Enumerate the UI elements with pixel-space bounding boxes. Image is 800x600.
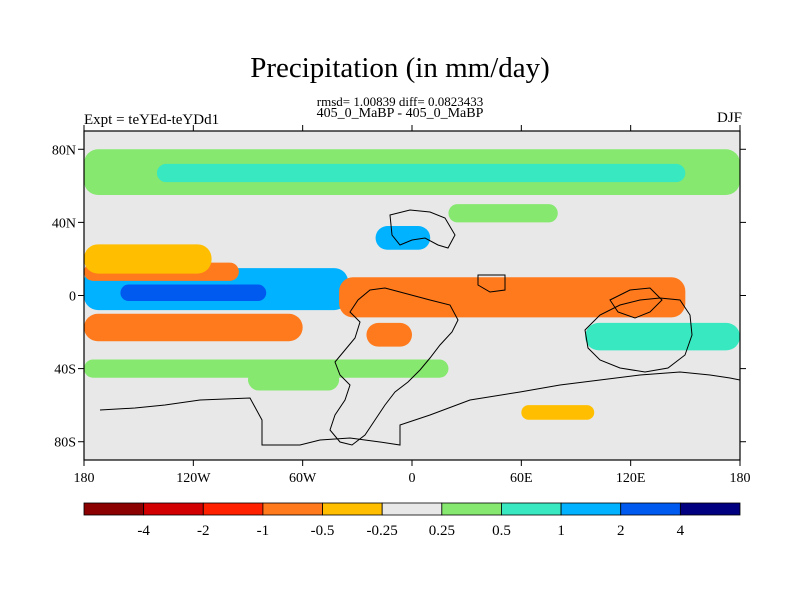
coastline-europe-africa [389, 209, 456, 249]
precip-anomaly-region-6 [339, 277, 686, 318]
precip-anomaly-region-12 [521, 405, 595, 420]
colorbar-label-4: -0.25 [367, 523, 398, 539]
coastline-layer [99, 209, 740, 446]
axis-ticks: 180 120W 60W 0 60E 120E 180 80N 40N 0 40S 80S [52, 125, 751, 486]
colorbar-swatch-6 [441, 502, 502, 516]
colorbar-swatch-10 [679, 502, 741, 516]
coastline-north-pacific-islands [609, 287, 663, 319]
precip-anomaly-region-7 [84, 244, 212, 274]
colorbar-swatch-9 [620, 502, 681, 516]
colorbar-swatch-5 [381, 502, 443, 516]
y-tick-label-2: 0 [69, 290, 76, 305]
x-tick-label-6: 180 [730, 471, 751, 486]
precip-anomaly-region-11 [366, 322, 412, 347]
x-tick-label-3: 0 [409, 471, 416, 486]
colorbar-label-9: 4 [677, 523, 685, 539]
x-tick-label-4: 60E [510, 471, 533, 486]
precip-anomaly-region-3 [120, 284, 267, 301]
colorbar-label-2: -1 [257, 523, 270, 539]
x-tick-label-0: 180 [74, 471, 95, 486]
colorbar-label-8: 2 [617, 523, 625, 539]
precip-anomaly-region-5 [84, 313, 303, 342]
y-tick-label-0: 80N [52, 143, 76, 158]
precip-anomaly-region-13 [448, 204, 558, 223]
precip-anomaly-region-9 [375, 226, 431, 250]
y-tick-label-3: 40S [54, 363, 76, 378]
colorbar-swatch-0 [83, 502, 145, 516]
precip-anomaly-region-1 [156, 163, 686, 183]
coastline-asia [477, 274, 506, 293]
coastline-antarctic-margin [99, 371, 740, 446]
plot-case-label: 405_0_MaBP - 405_0_MaBP [316, 106, 484, 121]
colorbar-swatch-7 [501, 502, 562, 516]
colorbar-swatch-2 [202, 502, 264, 516]
precip-anomaly-region-14 [248, 368, 340, 391]
y-tick-label-1: 40N [52, 216, 76, 231]
colorbar-label-7: 1 [557, 523, 565, 539]
plot-title: Precipitation (in mm/day) [250, 52, 550, 84]
colorbar-label-1: -2 [197, 523, 210, 539]
season-label: DJF [716, 110, 742, 126]
colorbar-label-3: -0.5 [311, 523, 335, 539]
plot-stats: rmsd= 1.00839 diff= 0.0823433 [316, 94, 484, 109]
colorbar-label-5: 0.25 [429, 523, 455, 539]
precip-anomaly-region-10 [585, 322, 740, 351]
colorbar-label-0: -4 [137, 523, 150, 539]
x-tick-label-1: 120W [176, 471, 211, 486]
y-tick-label-4: 80S [54, 436, 76, 451]
coastline-australia [584, 297, 693, 373]
experiment-label: Expt = teYEd-teYDd1 [84, 112, 220, 128]
colorbar-swatch-4 [322, 502, 383, 516]
colorbar-label-6: 0.5 [492, 523, 511, 539]
x-tick-label-2: 60W [289, 471, 317, 486]
colorbar-swatch-8 [560, 502, 622, 516]
coastline-south-america [329, 287, 459, 446]
x-tick-label-5: 120E [616, 471, 646, 486]
colorbar: -4 -2 -1 -0.5 -0.25 0.25 0.5 1 2 4 [83, 502, 741, 539]
colorbar-swatch-3 [262, 502, 323, 516]
colorbar-swatch-1 [143, 502, 204, 516]
